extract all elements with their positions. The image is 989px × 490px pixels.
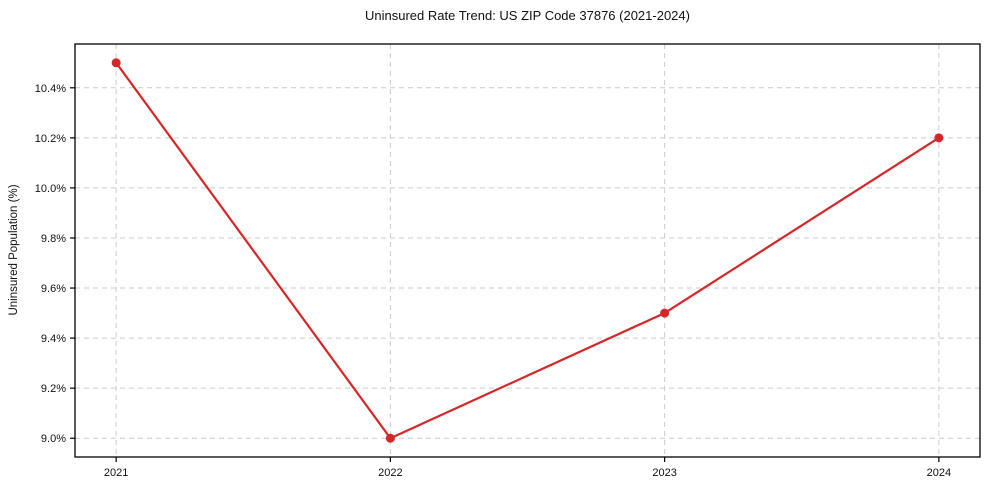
y-axis-label: Uninsured Population (%) bbox=[8, 184, 20, 316]
x-tick-label: 2024 bbox=[927, 467, 951, 479]
y-tick-label: 9.0% bbox=[41, 433, 66, 445]
x-tick-label: 2023 bbox=[652, 467, 676, 479]
y-tick-label: 9.6% bbox=[41, 283, 66, 295]
chart-title: Uninsured Rate Trend: US ZIP Code 37876 … bbox=[365, 8, 690, 23]
plot-border bbox=[74, 43, 981, 458]
data-point bbox=[111, 58, 121, 68]
data-point bbox=[385, 433, 395, 443]
y-tick-label: 9.4% bbox=[41, 333, 66, 345]
data-point bbox=[660, 308, 670, 318]
y-tick-label: 10.2% bbox=[35, 133, 66, 145]
x-tick-label: 2021 bbox=[104, 467, 128, 479]
x-tick-label: 2022 bbox=[378, 467, 402, 479]
y-tick-label: 10.4% bbox=[35, 83, 66, 95]
trend-line bbox=[115, 61, 940, 440]
y-tick-label: 9.2% bbox=[41, 383, 66, 395]
data-point bbox=[934, 133, 944, 143]
y-tick-label: 10.0% bbox=[35, 183, 66, 195]
y-tick-label: 9.8% bbox=[41, 233, 66, 245]
